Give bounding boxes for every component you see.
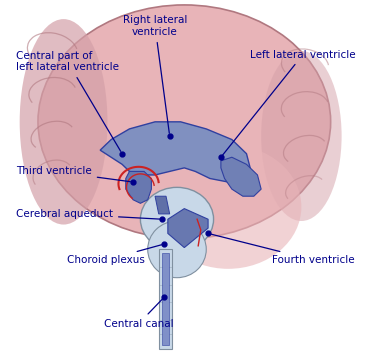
Polygon shape xyxy=(162,253,169,345)
Ellipse shape xyxy=(261,51,342,221)
Text: Cerebral aqueduct: Cerebral aqueduct xyxy=(16,209,160,219)
Text: Left lateral ventricle: Left lateral ventricle xyxy=(223,50,356,155)
Text: Right lateral
ventricle: Right lateral ventricle xyxy=(123,15,187,133)
Text: Central canal: Central canal xyxy=(104,299,173,329)
Text: Central part of
left lateral ventricle: Central part of left lateral ventricle xyxy=(16,51,121,151)
Polygon shape xyxy=(126,171,151,203)
Polygon shape xyxy=(155,196,170,214)
Text: Choroid plexus: Choroid plexus xyxy=(67,245,162,265)
Polygon shape xyxy=(159,249,171,348)
Polygon shape xyxy=(168,208,208,247)
Polygon shape xyxy=(221,157,261,196)
Text: Fourth ventricle: Fourth ventricle xyxy=(211,234,355,265)
Text: Third ventricle: Third ventricle xyxy=(16,166,130,182)
Ellipse shape xyxy=(38,5,331,239)
Ellipse shape xyxy=(140,187,214,251)
Ellipse shape xyxy=(155,145,301,269)
Ellipse shape xyxy=(20,19,108,225)
Polygon shape xyxy=(100,122,250,182)
Ellipse shape xyxy=(148,221,206,278)
